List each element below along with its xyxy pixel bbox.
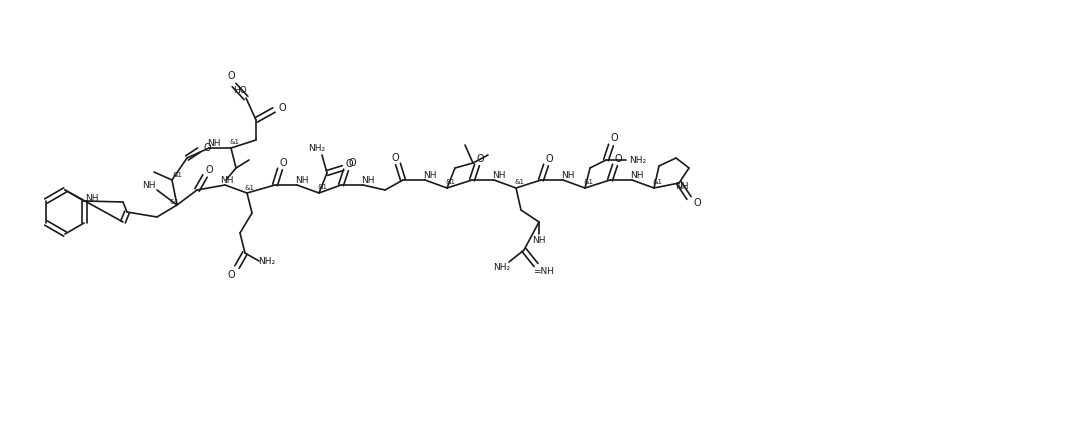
Text: NH: NH xyxy=(221,176,233,184)
Text: &1: &1 xyxy=(229,139,239,145)
Text: &1: &1 xyxy=(317,184,327,190)
Text: O: O xyxy=(392,153,399,163)
Text: NH: NH xyxy=(423,170,437,179)
Text: O: O xyxy=(227,71,235,81)
Text: HO: HO xyxy=(233,86,246,95)
Text: NH: NH xyxy=(562,170,575,179)
Text: O: O xyxy=(227,270,235,280)
Text: O: O xyxy=(279,158,287,168)
Text: NH₂: NH₂ xyxy=(309,143,326,152)
Text: NH: NH xyxy=(492,170,506,179)
Text: NH₂: NH₂ xyxy=(258,257,275,265)
Text: NH₂: NH₂ xyxy=(629,155,647,165)
Text: NH₂: NH₂ xyxy=(494,263,511,273)
Text: &1: &1 xyxy=(652,179,662,185)
Text: NH: NH xyxy=(533,235,546,244)
Text: O: O xyxy=(610,133,618,143)
Text: O: O xyxy=(279,103,286,113)
Text: NH: NH xyxy=(631,170,643,179)
Text: O: O xyxy=(693,198,700,208)
Text: &1: &1 xyxy=(244,185,254,191)
Text: &1: &1 xyxy=(172,172,182,178)
Text: NH: NH xyxy=(362,176,374,184)
Text: NH: NH xyxy=(85,194,99,203)
Text: O: O xyxy=(345,159,353,169)
Text: &1: &1 xyxy=(445,179,455,185)
Text: O: O xyxy=(206,165,213,175)
Text: NH: NH xyxy=(208,138,221,148)
Text: &1: &1 xyxy=(514,179,524,185)
Text: O: O xyxy=(203,143,211,153)
Text: NH: NH xyxy=(295,176,309,184)
Text: &1: &1 xyxy=(169,199,179,205)
Text: NH: NH xyxy=(142,181,156,189)
Text: &1: &1 xyxy=(583,179,593,185)
Text: NH: NH xyxy=(676,181,689,190)
Text: O: O xyxy=(349,158,356,168)
Text: =NH: =NH xyxy=(534,268,554,276)
Text: O: O xyxy=(546,154,553,164)
Text: O: O xyxy=(614,154,622,164)
Text: O: O xyxy=(477,154,484,164)
